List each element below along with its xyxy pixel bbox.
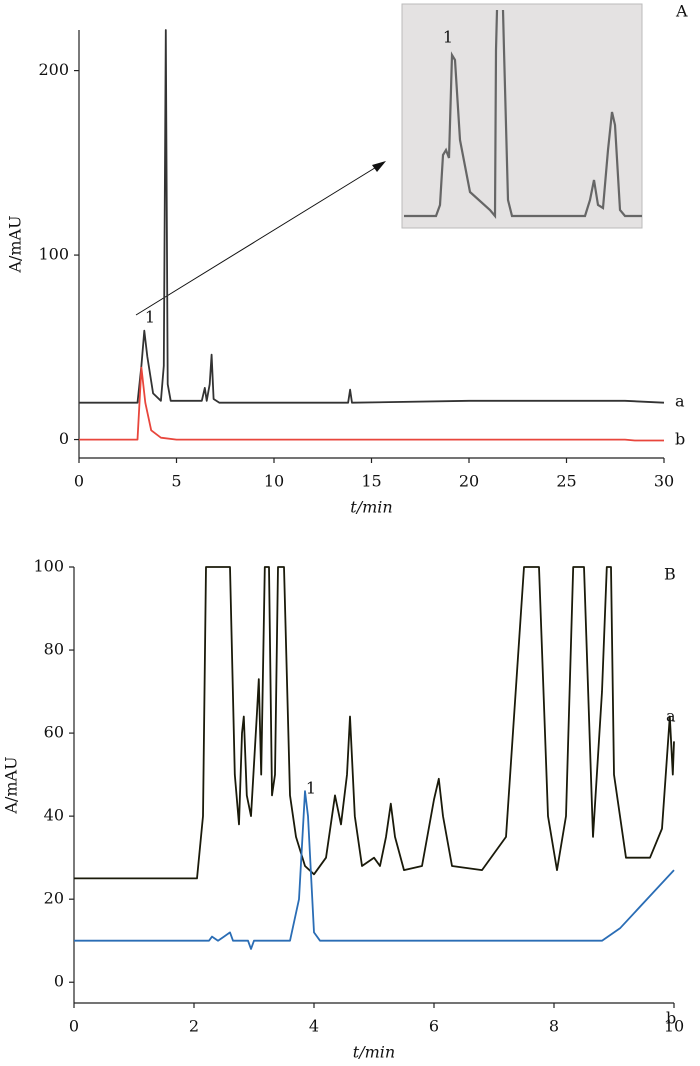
x-tick-label: 4: [309, 1017, 319, 1036]
x-tick-label: 5: [171, 472, 181, 491]
y-tick-label: 40: [44, 806, 64, 825]
chromatogram-line: [74, 790, 675, 950]
x-tick-label: 20: [459, 472, 479, 491]
x-tick-label: 2: [189, 1017, 199, 1036]
y-tick-label: 20: [44, 889, 64, 908]
inset-trace: [404, 9, 642, 220]
chromatogram-line: [74, 566, 675, 880]
x-tick-label: 10: [664, 1017, 684, 1036]
y-tick-label: 100: [33, 557, 64, 576]
series-label: a: [666, 707, 676, 726]
x-tick-label: 8: [549, 1017, 559, 1036]
x-axis-label: t/min: [353, 1043, 395, 1062]
inset: 1: [401, 3, 643, 229]
panel-label: B: [664, 565, 676, 584]
x-tick-label: 0: [74, 472, 84, 491]
x-tick-label: 15: [361, 472, 381, 491]
panel-label: A: [675, 2, 688, 21]
x-tick-label: 30: [654, 472, 674, 491]
arrow-head: [372, 161, 386, 172]
x-axis-label: t/min: [350, 498, 392, 517]
x-tick-label: 10: [264, 472, 284, 491]
y-tick-label: 200: [38, 60, 69, 79]
inset-frame: [401, 3, 643, 229]
y-tick-label: 60: [44, 723, 64, 742]
y-tick-label: 100: [38, 245, 69, 264]
x-tick-label: 25: [556, 472, 576, 491]
series-label: b: [675, 430, 685, 449]
y-axis-label: A/mAU: [2, 756, 21, 814]
series-label: b: [666, 1009, 676, 1028]
peak-annotation: 1: [306, 779, 316, 798]
y-tick-label: 80: [44, 640, 64, 659]
x-tick-label: 6: [429, 1017, 439, 1036]
zoom-arrow: [135, 165, 379, 316]
peak-annotation: 1: [145, 308, 155, 327]
y-tick-label: 0: [54, 972, 64, 991]
y-tick-label: 0: [59, 429, 69, 448]
chromatogram-line: [79, 366, 664, 442]
chromatogram-line: [79, 29, 665, 404]
y-axis-label: A/mAU: [6, 215, 25, 273]
series-label: a: [675, 392, 685, 411]
x-tick-label: 0: [69, 1017, 79, 1036]
inset-annotation: 1: [443, 28, 453, 47]
